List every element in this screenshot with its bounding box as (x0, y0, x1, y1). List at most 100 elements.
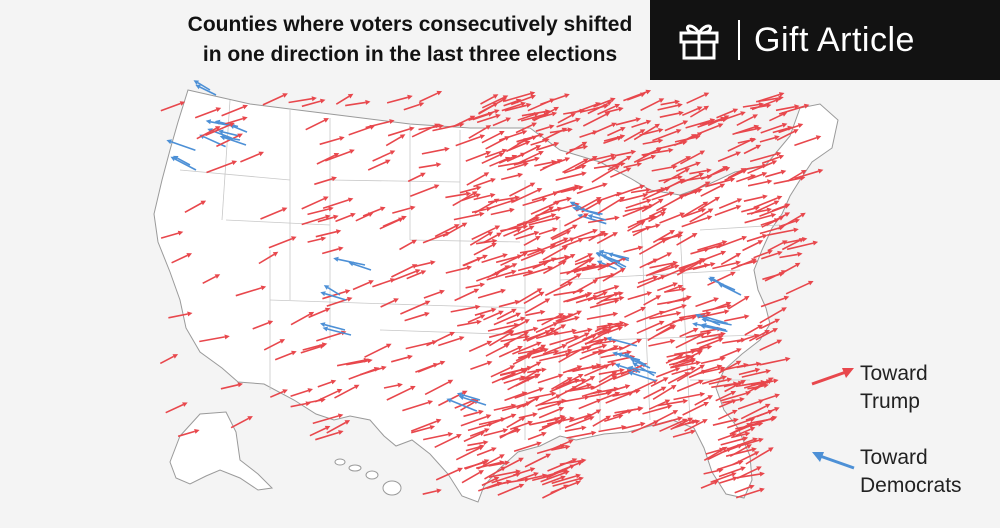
shift-arrow-trump (582, 112, 611, 127)
shift-arrow-trump (597, 196, 626, 214)
shift-arrow-trump (471, 225, 501, 241)
shift-arrow-trump (658, 233, 683, 241)
shift-arrow-trump (345, 99, 371, 107)
shift-arrow-trump (711, 381, 739, 389)
shift-arrow-trump (657, 297, 688, 306)
shift-arrow-trump (604, 106, 624, 114)
shift-arrow-trump (538, 227, 558, 236)
shift-arrow-trump (658, 140, 688, 150)
shift-arrow-trump (202, 274, 221, 285)
shift-arrow-trump (729, 423, 752, 435)
shift-arrow-democrat (627, 365, 657, 374)
shift-arrow-trump (781, 238, 805, 251)
shift-arrow-trump (556, 310, 582, 323)
shift-arrow-democrat (701, 323, 727, 331)
shift-arrow-trump (240, 151, 264, 163)
shift-arrow-trump (483, 428, 509, 437)
shift-arrow-trump (623, 245, 644, 253)
shift-arrow-trump (564, 425, 587, 432)
map-title: Counties where voters consecutively shif… (160, 10, 660, 70)
shift-arrow-trump (719, 348, 742, 359)
shift-arrow-trump (544, 281, 573, 297)
shift-arrow-trump (592, 415, 612, 427)
shift-arrow-trump (578, 398, 602, 410)
shift-arrow-trump (450, 304, 481, 313)
shift-arrow-trump (480, 94, 499, 105)
shift-arrow-trump (596, 320, 625, 328)
shift-arrow-trump (658, 175, 683, 182)
shift-arrow-trump (536, 314, 568, 322)
shift-arrow-trump (758, 393, 780, 403)
shift-arrow-trump (630, 187, 651, 194)
shift-arrow-democrat (598, 249, 630, 260)
gift-article-button[interactable]: Gift Article (650, 0, 1000, 80)
shift-arrow-trump (694, 395, 713, 406)
shift-arrow-trump (652, 129, 682, 142)
shift-arrow-trump (581, 339, 605, 351)
shift-arrow-trump (759, 307, 787, 324)
shift-arrow-trump (553, 328, 577, 336)
shift-arrow-trump (648, 339, 676, 347)
shift-arrow-trump (794, 135, 822, 147)
shift-arrow-trump (483, 232, 502, 244)
shift-arrow-democrat (627, 371, 657, 382)
shift-arrow-trump (747, 179, 773, 187)
shift-arrow-trump (547, 458, 578, 472)
shift-arrow-trump (355, 212, 374, 222)
shift-arrow-trump (716, 108, 739, 119)
shift-arrow-trump (686, 92, 710, 104)
shift-arrow-trump (786, 240, 819, 251)
shift-arrow-trump (422, 488, 442, 495)
shift-arrow-trump (728, 437, 758, 450)
shift-arrow-trump (484, 148, 508, 159)
shift-arrow-trump (535, 141, 560, 151)
shift-arrow-trump (744, 324, 763, 336)
shift-arrow-trump (405, 340, 438, 350)
shift-arrow-trump (496, 308, 517, 320)
shift-arrow-trump (306, 397, 326, 404)
shift-arrow-trump (749, 330, 770, 342)
shift-arrow-democrat (623, 353, 647, 366)
shift-arrow-trump (457, 319, 482, 327)
shift-arrow-trump (566, 430, 597, 439)
shift-arrow-trump (463, 409, 484, 418)
shift-arrow-trump (386, 94, 413, 104)
shift-arrow-trump (695, 297, 719, 308)
shift-arrow-trump (724, 169, 748, 182)
shift-arrow-trump (648, 399, 671, 410)
shift-arrow-trump (705, 177, 736, 188)
shift-arrow-trump (753, 195, 783, 209)
shift-arrow-trump (700, 480, 719, 489)
shift-arrow-trump (679, 188, 703, 199)
shift-arrow-trump (410, 418, 442, 432)
shift-arrow-trump (522, 197, 548, 207)
shift-arrow-trump (636, 215, 657, 223)
shift-arrow-trump (736, 174, 756, 183)
shift-arrow-trump (407, 172, 426, 183)
shift-arrow-trump (735, 426, 756, 437)
shift-arrow-trump (623, 129, 646, 142)
shift-arrow-trump (534, 159, 557, 167)
shift-arrow-trump (301, 214, 331, 226)
shift-arrow-trump (652, 384, 677, 400)
shift-arrow-trump (335, 212, 356, 223)
shift-arrow-trump (760, 295, 790, 308)
shift-arrow-trump (467, 440, 489, 447)
shift-arrow-trump (562, 158, 589, 174)
shift-arrow-trump (542, 245, 568, 261)
shift-arrow-trump (391, 264, 418, 278)
shift-arrow-trump (501, 172, 524, 181)
shift-arrow-trump (346, 358, 373, 366)
shift-arrow-trump (593, 285, 620, 295)
shift-arrow-trump (593, 97, 616, 108)
shift-arrow-trump (326, 420, 351, 434)
shift-arrow-trump (364, 343, 392, 358)
shift-arrow-trump (553, 196, 572, 204)
shift-arrow-trump (663, 168, 690, 184)
shift-arrow-trump (563, 164, 587, 174)
shift-arrow-trump (547, 468, 568, 477)
shift-arrow-trump (759, 204, 790, 217)
shift-arrow-trump (549, 127, 573, 134)
shift-arrow-trump (365, 119, 395, 129)
shift-arrow-trump (722, 397, 745, 404)
